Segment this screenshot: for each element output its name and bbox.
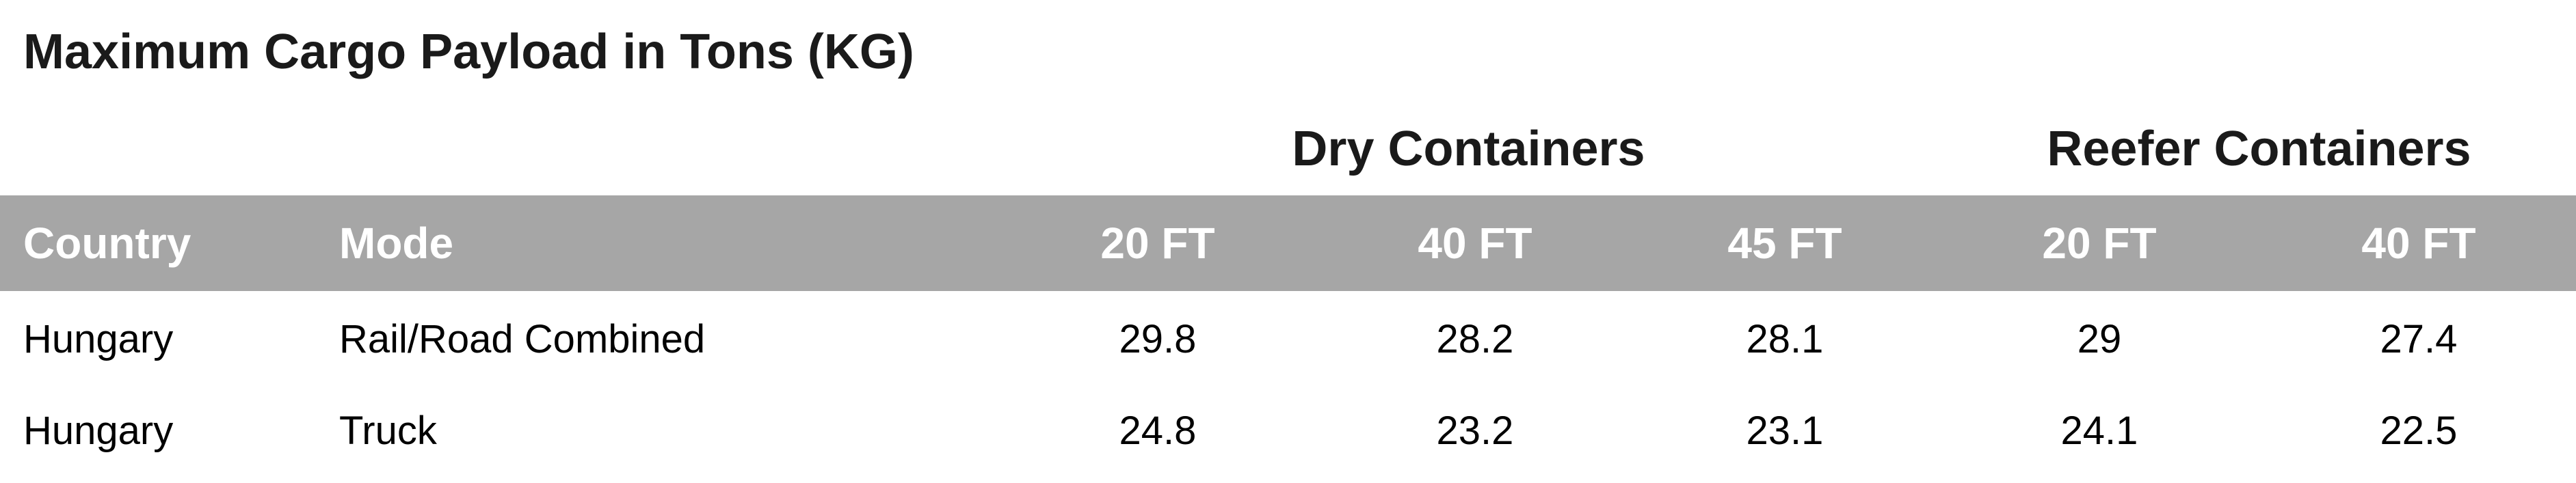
group-reefer-containers: Reefer Containers (2047, 122, 2471, 176)
cell-dry-20ft: 29.8 (1119, 317, 1197, 361)
cell-reefer-40ft: 27.4 (2380, 317, 2458, 361)
table-title: Maximum Cargo Payload in Tons (KG) (23, 25, 914, 79)
cell-dry-40ft: 28.2 (1436, 317, 1514, 361)
header-dry-20ft: 20 FT (1100, 219, 1215, 268)
header-dry-40ft: 40 FT (1418, 219, 1532, 268)
group-dry-containers: Dry Containers (1292, 122, 1645, 176)
cell-mode: Truck (339, 409, 437, 453)
table-row: Hungary Rail/Road Combined 29.8 28.2 28.… (0, 295, 2576, 384)
table-row: Hungary Truck 24.8 23.2 23.1 24.1 22.5 (0, 387, 2576, 475)
cell-dry-45ft: 28.1 (1746, 317, 1824, 361)
header-dry-45ft: 45 FT (1727, 219, 1842, 268)
header-reefer-40ft: 40 FT (2361, 219, 2476, 268)
cell-dry-40ft: 23.2 (1436, 409, 1514, 453)
header-mode: Mode (339, 219, 454, 268)
header-reefer-20ft: 20 FT (2042, 219, 2157, 268)
cell-country: Hungary (23, 409, 174, 453)
cell-country: Hungary (23, 317, 174, 361)
cell-dry-20ft: 24.8 (1119, 409, 1197, 453)
cell-mode: Rail/Road Combined (339, 317, 706, 361)
header-country: Country (23, 219, 191, 268)
cell-dry-45ft: 23.1 (1746, 409, 1824, 453)
column-group-row: Dry Containers Reefer Containers (0, 115, 2576, 183)
cell-reefer-40ft: 22.5 (2380, 409, 2458, 453)
cell-reefer-20ft: 24.1 (2060, 409, 2138, 453)
table-header: Country Mode 20 FT 40 FT 45 FT 20 FT 40 … (0, 195, 2576, 291)
cell-reefer-20ft: 29 (2077, 317, 2122, 361)
